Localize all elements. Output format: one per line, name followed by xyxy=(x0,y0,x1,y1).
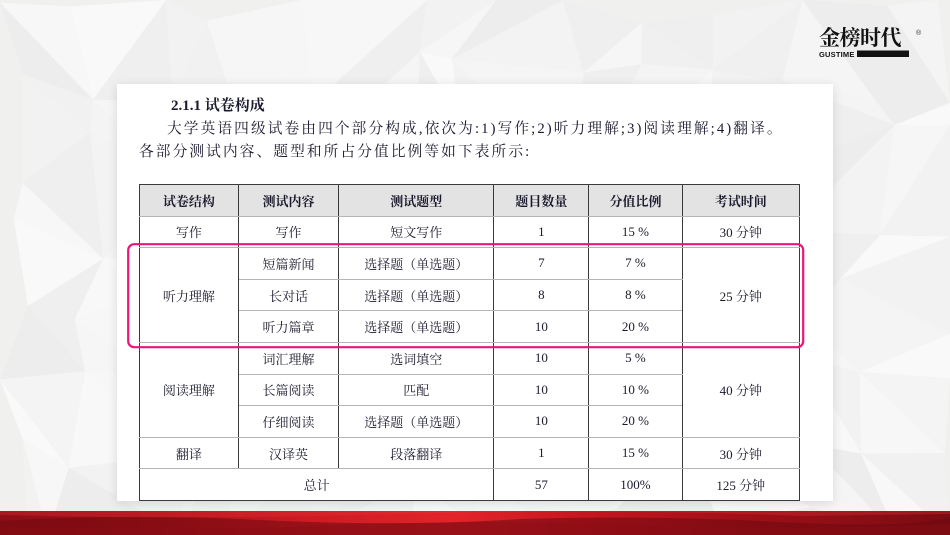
svg-text:金榜时代: 金榜时代 xyxy=(819,27,901,52)
svg-text:GUSTIME: GUSTIME xyxy=(819,50,855,59)
svg-text:®: ® xyxy=(916,29,922,37)
